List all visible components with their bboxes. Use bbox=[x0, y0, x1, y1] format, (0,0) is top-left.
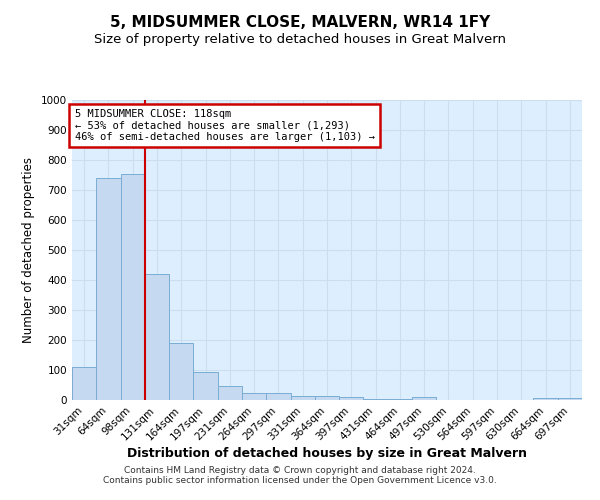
Bar bbox=[145, 274, 169, 400]
Bar bbox=[218, 386, 242, 400]
Bar bbox=[412, 397, 436, 400]
Bar bbox=[169, 343, 193, 400]
Bar bbox=[388, 398, 412, 400]
Bar bbox=[290, 396, 315, 400]
Bar bbox=[193, 372, 218, 400]
X-axis label: Distribution of detached houses by size in Great Malvern: Distribution of detached houses by size … bbox=[127, 448, 527, 460]
Text: 5 MIDSUMMER CLOSE: 118sqm
← 53% of detached houses are smaller (1,293)
46% of se: 5 MIDSUMMER CLOSE: 118sqm ← 53% of detac… bbox=[74, 109, 374, 142]
Text: Contains HM Land Registry data © Crown copyright and database right 2024.
Contai: Contains HM Land Registry data © Crown c… bbox=[103, 466, 497, 485]
Text: 5, MIDSUMMER CLOSE, MALVERN, WR14 1FY: 5, MIDSUMMER CLOSE, MALVERN, WR14 1FY bbox=[110, 15, 490, 30]
Bar bbox=[266, 394, 290, 400]
Bar bbox=[364, 398, 388, 400]
Y-axis label: Number of detached properties: Number of detached properties bbox=[22, 157, 35, 343]
Bar bbox=[315, 396, 339, 400]
Bar bbox=[533, 398, 558, 400]
Bar bbox=[121, 174, 145, 400]
Bar bbox=[339, 397, 364, 400]
Bar bbox=[96, 178, 121, 400]
Bar bbox=[558, 398, 582, 400]
Text: Size of property relative to detached houses in Great Malvern: Size of property relative to detached ho… bbox=[94, 32, 506, 46]
Bar bbox=[72, 367, 96, 400]
Bar bbox=[242, 394, 266, 400]
